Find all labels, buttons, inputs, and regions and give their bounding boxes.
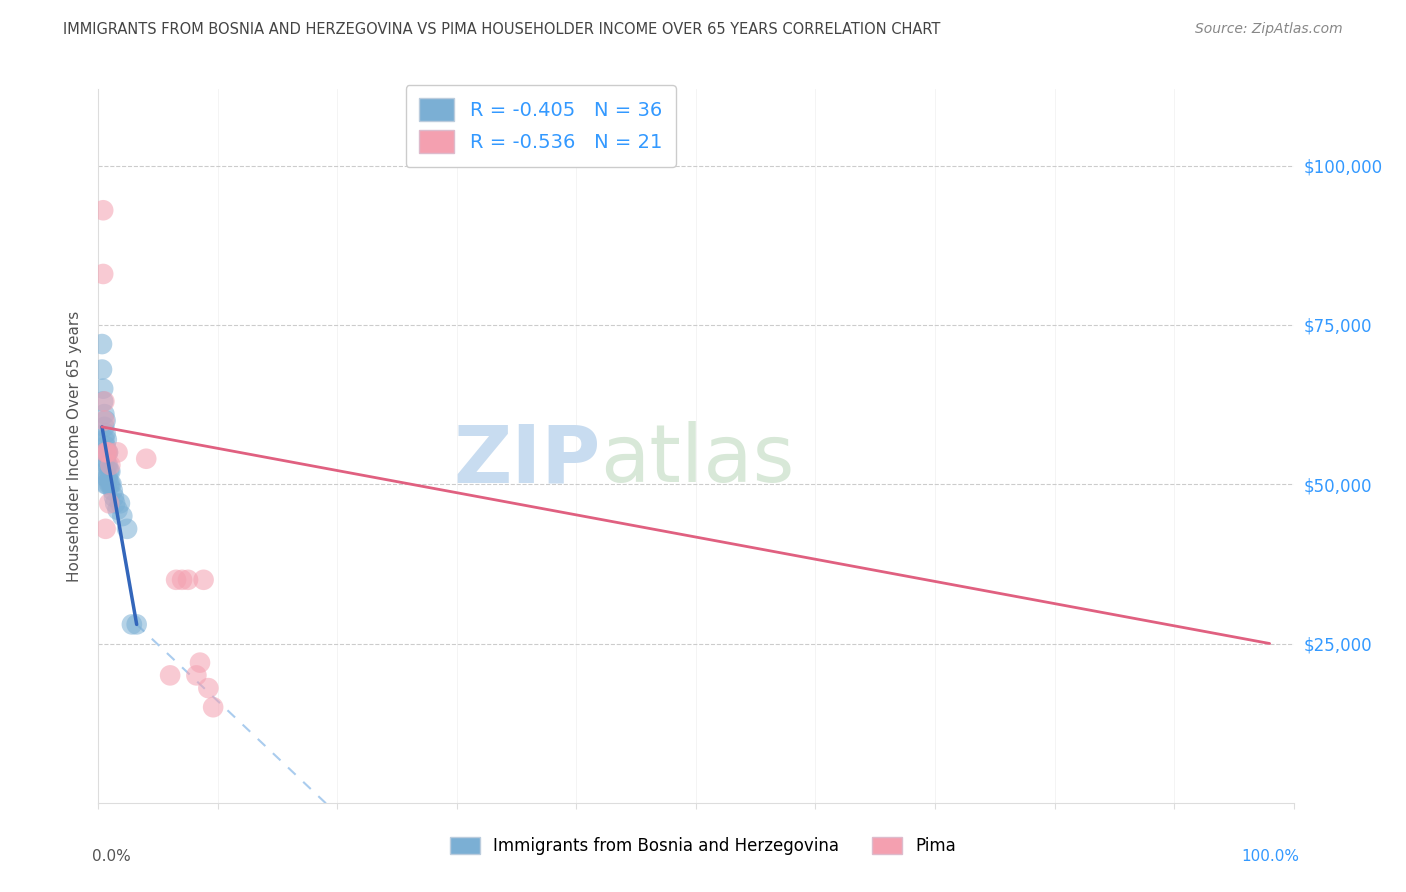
Point — [96, 471, 118, 485]
Point — [91, 382, 114, 396]
Text: 100.0%: 100.0% — [1241, 849, 1299, 864]
Point — [98, 458, 122, 472]
Point — [121, 617, 143, 632]
Point — [98, 477, 121, 491]
Text: ZIP: ZIP — [453, 421, 600, 500]
Point — [93, 394, 115, 409]
Point — [91, 394, 114, 409]
Point — [97, 445, 120, 459]
Point — [98, 465, 121, 479]
Text: IMMIGRANTS FROM BOSNIA AND HERZEGOVINA VS PIMA HOUSEHOLDER INCOME OVER 65 YEARS : IMMIGRANTS FROM BOSNIA AND HERZEGOVINA V… — [63, 22, 941, 37]
Point — [135, 451, 157, 466]
Point — [193, 573, 215, 587]
Point — [197, 681, 219, 695]
Point — [93, 445, 115, 459]
Point — [107, 445, 129, 459]
Point — [98, 465, 122, 479]
Point — [94, 451, 117, 466]
Point — [94, 426, 117, 441]
Point — [103, 490, 125, 504]
Point — [165, 573, 187, 587]
Point — [94, 477, 117, 491]
Point — [108, 496, 131, 510]
Legend: Immigrants from Bosnia and Herzegovina, Pima: Immigrants from Bosnia and Herzegovina, … — [443, 830, 963, 862]
Point — [172, 573, 194, 587]
Point — [93, 407, 115, 421]
Point — [93, 420, 115, 434]
Point — [177, 573, 200, 587]
Point — [111, 509, 134, 524]
Point — [100, 477, 122, 491]
Point — [96, 433, 118, 447]
Point — [91, 267, 114, 281]
Point — [97, 458, 120, 472]
Point — [186, 668, 208, 682]
Point — [94, 413, 117, 427]
Point — [97, 471, 120, 485]
Point — [188, 656, 211, 670]
Point — [94, 522, 117, 536]
Point — [159, 668, 181, 682]
Point — [96, 458, 118, 472]
Point — [98, 477, 122, 491]
Point — [93, 413, 115, 427]
Point — [202, 700, 225, 714]
Point — [94, 465, 117, 479]
Point — [125, 617, 148, 632]
Point — [91, 203, 114, 218]
Legend: R = -0.405   N = 36, R = -0.536   N = 21: R = -0.405 N = 36, R = -0.536 N = 21 — [405, 85, 676, 167]
Point — [93, 433, 115, 447]
Point — [97, 445, 120, 459]
Point — [101, 483, 124, 498]
Point — [96, 445, 118, 459]
Point — [96, 477, 118, 491]
Point — [91, 337, 114, 351]
Text: atlas: atlas — [600, 421, 794, 500]
Point — [107, 502, 129, 516]
Y-axis label: Householder Income Over 65 years: Householder Income Over 65 years — [67, 310, 83, 582]
Text: 0.0%: 0.0% — [93, 849, 131, 864]
Point — [115, 522, 138, 536]
Point — [104, 496, 127, 510]
Point — [91, 362, 114, 376]
Point — [94, 445, 117, 459]
Point — [98, 496, 121, 510]
Point — [94, 439, 117, 453]
Point — [96, 445, 118, 459]
Text: Source: ZipAtlas.com: Source: ZipAtlas.com — [1195, 22, 1343, 37]
